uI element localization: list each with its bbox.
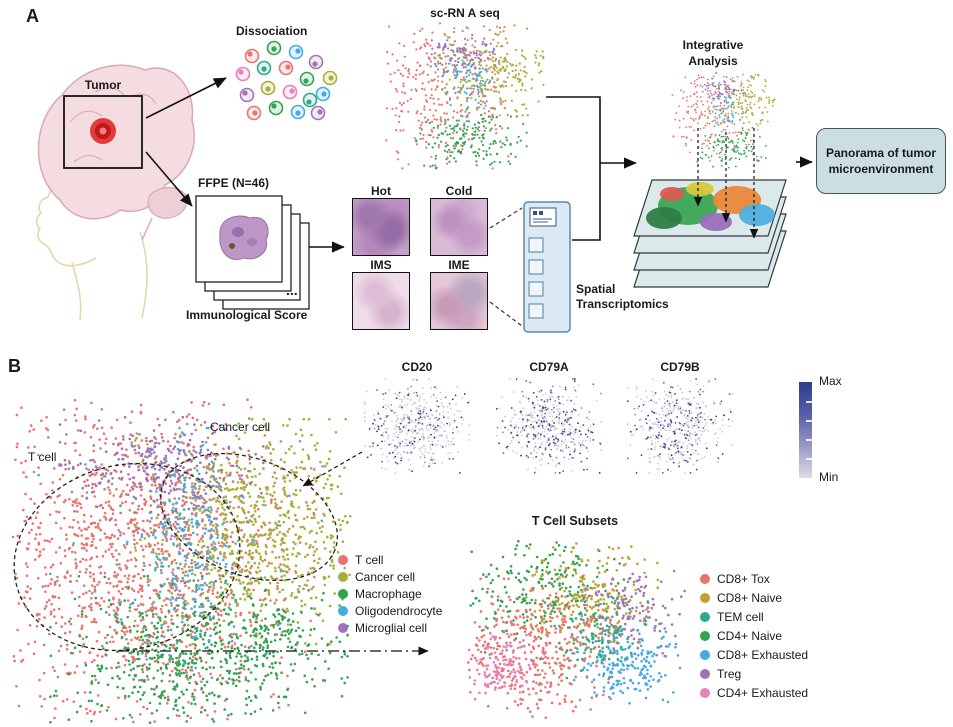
tcell-subsets-umap-plot bbox=[466, 540, 686, 719]
spatial-map-regions bbox=[646, 182, 775, 231]
tissue-label-ime: IME bbox=[448, 258, 470, 272]
legend-item: Treg bbox=[700, 664, 808, 683]
legend-label: CD8+ Exhausted bbox=[717, 647, 809, 662]
brain-illustration bbox=[35, 64, 195, 321]
legend-label: CD8+ Naive bbox=[717, 590, 783, 605]
cancer-annotation: Cancer cell bbox=[210, 420, 271, 434]
tissue-image-cold bbox=[430, 198, 488, 256]
tissue-label-cold: Cold bbox=[445, 184, 473, 198]
legend-item: Cancer cell bbox=[338, 568, 442, 585]
spatial-map-stack bbox=[633, 179, 787, 288]
legend-item: CD8+ Naive bbox=[700, 588, 808, 607]
colorbar-min-label: Min bbox=[819, 470, 839, 484]
legend-label: Oligodendrocyte bbox=[355, 603, 443, 618]
spatial-label-line2: Transcriptomics bbox=[576, 297, 669, 311]
merge-bracket bbox=[546, 96, 601, 241]
histology-section bbox=[219, 215, 269, 260]
legend-label: Cancer cell bbox=[355, 569, 416, 584]
celltype-umap-plot bbox=[12, 398, 352, 724]
legend-dot-icon bbox=[338, 605, 348, 616]
integrative-label-line2: Analysis bbox=[688, 54, 738, 68]
tissue-label-hot: Hot bbox=[371, 184, 391, 198]
legend-label: CD4+ Naive bbox=[717, 628, 783, 643]
tsubsets-title: T Cell Subsets bbox=[531, 514, 619, 528]
feat_cd79b-points bbox=[626, 378, 734, 474]
panorama-text-line2: microenvironment bbox=[828, 162, 934, 176]
tissue-label-ims: IMS bbox=[370, 258, 392, 272]
legend-label: CD8+ Tox bbox=[717, 571, 770, 586]
dissociation-label: Dissociation bbox=[236, 24, 308, 38]
legend-dot-icon bbox=[700, 649, 710, 660]
tcell-annotation: T cell bbox=[28, 450, 57, 464]
legend-label: CD4+ Exhausted bbox=[717, 685, 809, 700]
legend-dot-icon bbox=[338, 588, 348, 599]
legend-dot-icon bbox=[700, 592, 710, 603]
legend-dot-icon bbox=[338, 622, 348, 633]
legend-dot-icon bbox=[338, 554, 348, 565]
integ_umap-points bbox=[671, 71, 776, 169]
legend-dot-icon bbox=[700, 630, 710, 641]
panorama-box: Panorama of tumor microenvironment bbox=[816, 128, 946, 194]
legend-dot-icon bbox=[700, 573, 710, 584]
integrative-umap-plot bbox=[671, 71, 776, 169]
legend-label: Microglial cell bbox=[355, 620, 428, 635]
immunological-score-label: Immunological Score bbox=[186, 308, 308, 322]
legend-item: CD4+ Exhausted bbox=[700, 683, 808, 702]
arrow-to-ffpe bbox=[145, 151, 193, 207]
tissue-image-ims bbox=[352, 272, 410, 330]
tumor-label: Tumor bbox=[84, 78, 122, 92]
legend-item: Microglial cell bbox=[338, 619, 442, 636]
tissue-image-ime bbox=[430, 272, 488, 330]
tumor-region-box bbox=[63, 95, 143, 169]
panorama-text-line1: Panorama of tumor bbox=[825, 146, 936, 160]
panel-a-label: A bbox=[26, 6, 39, 26]
feat_cd20-points bbox=[363, 378, 471, 474]
feature-title-cd20: CD20 bbox=[401, 360, 433, 374]
tissue-image-hot bbox=[352, 198, 410, 256]
dissociated-cells bbox=[235, 40, 338, 121]
spatial-label-line1: Spatial bbox=[576, 282, 616, 296]
legend-item: T cell bbox=[338, 551, 442, 568]
spatial-device-icon bbox=[523, 201, 571, 333]
legend-label: Macrophage bbox=[355, 586, 422, 601]
legend-dot-icon bbox=[700, 668, 710, 679]
celltype-legend: T cell Cancer cell Macrophage Oligodendrocy… bbox=[338, 551, 442, 636]
legend-label: TEM cell bbox=[717, 609, 764, 624]
feat_cd79a-points bbox=[495, 378, 603, 474]
grid-device-connectors bbox=[489, 207, 523, 327]
legend-dot-icon bbox=[700, 611, 710, 622]
legend-item: CD8+ Exhausted bbox=[700, 645, 808, 664]
expression-colorbar bbox=[799, 382, 812, 478]
legend-label: Treg bbox=[717, 666, 742, 681]
legend-item: Macrophage bbox=[338, 585, 442, 602]
legend-dot-icon bbox=[700, 687, 710, 698]
scrna-title: sc-RN A seq bbox=[430, 6, 500, 20]
ffpe-label: FFPE (N=46) bbox=[198, 176, 270, 190]
feature-title-cd79b: CD79B bbox=[660, 360, 700, 374]
legend-item: CD4+ Naive bbox=[700, 626, 808, 645]
feature-title-cd79a: CD79A bbox=[529, 360, 569, 374]
legend-item: TEM cell bbox=[700, 607, 808, 626]
scrna-umap-plot bbox=[385, 22, 545, 170]
legend-dot-icon bbox=[338, 571, 348, 582]
feature-plot-cd79a bbox=[495, 378, 603, 474]
feature-plot-cd20 bbox=[363, 378, 471, 474]
legend-label: T cell bbox=[355, 552, 384, 567]
colorbar-max-label: Max bbox=[819, 374, 842, 388]
stack-ellipsis: ... bbox=[286, 282, 298, 298]
legend-item: CD8+ Tox bbox=[700, 569, 808, 588]
ffpe-slide-stack bbox=[195, 195, 310, 310]
legend-item: Oligodendrocyte bbox=[338, 602, 442, 619]
integrative-label-line1: Integrative bbox=[682, 38, 744, 52]
subsets_umap-points bbox=[466, 540, 686, 719]
tcell-subsets-legend: CD8+ Tox CD8+ Naive TEM cell CD4+ Naive CD8+… bbox=[700, 569, 808, 702]
arrow-to-dissociation bbox=[145, 77, 227, 119]
panel-b-label: B bbox=[8, 356, 21, 376]
feature-plot-cd79b bbox=[626, 378, 734, 474]
scrna_umap-points bbox=[385, 22, 545, 170]
main_umap-points bbox=[12, 398, 352, 724]
